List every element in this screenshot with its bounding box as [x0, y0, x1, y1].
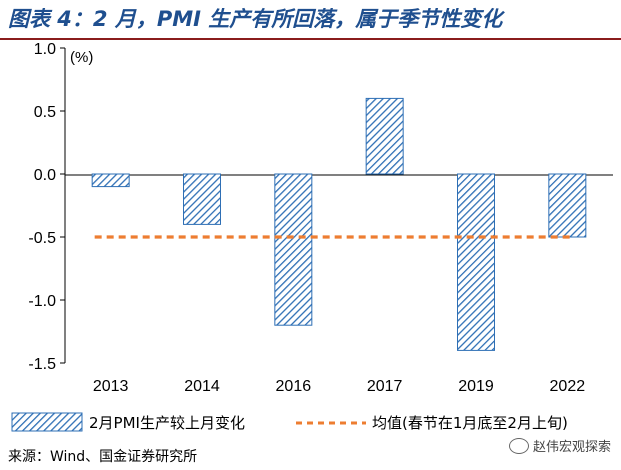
x-tick-label: 2017 — [367, 378, 403, 395]
bar-2017 — [365, 97, 404, 175]
x-tick-label: 2013 — [93, 378, 129, 395]
y-unit-label: (%) — [70, 49, 93, 66]
y-tick-label: -0.5 — [28, 230, 56, 247]
watermark-text: 赵伟宏观探索 — [532, 440, 611, 455]
title-divider — [0, 38, 621, 40]
x-tick-label: 2014 — [184, 378, 220, 395]
bar-2013 — [91, 173, 130, 188]
y-tick-label: 0.5 — [34, 104, 56, 121]
y-tick-label: -1.0 — [28, 293, 56, 310]
bar-2014 — [183, 173, 221, 225]
legend-swatch-bars — [11, 412, 83, 432]
chart-title: 图表 4：2 月，PMI 生产有所回落，属于季节性变化 — [8, 7, 503, 31]
x-tick-label: 2022 — [550, 378, 586, 395]
bar-2016 — [274, 173, 313, 326]
watermark: 赵伟宏观探索 — [508, 436, 611, 455]
legend-label-mean: 均值(春节在1月底至2月上旬) — [372, 414, 568, 432]
y-tick-label: 1.0 — [34, 41, 56, 58]
wechat-icon — [508, 437, 529, 454]
legend-label-bars: 2月PMI生产较上月变化 — [89, 414, 245, 432]
x-tick-label: 2016 — [276, 378, 312, 395]
y-tick-label: -1.5 — [28, 356, 56, 373]
y-tick-label: 0.0 — [34, 167, 56, 184]
source-note: 来源：Wind、国金证券研究所 — [8, 449, 198, 465]
bar-2022 — [548, 173, 587, 238]
x-tick-label: 2019 — [458, 378, 494, 395]
bar-2019 — [457, 173, 495, 351]
